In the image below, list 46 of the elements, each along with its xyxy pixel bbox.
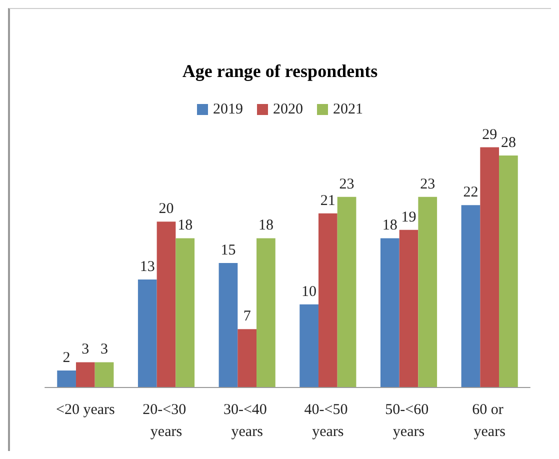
- data-label: 18: [178, 218, 193, 234]
- chart-title: Age range of respondents: [182, 61, 378, 81]
- legend-label: 2019: [213, 102, 243, 118]
- data-label: 13: [140, 259, 155, 276]
- legend-label: 2021: [333, 102, 363, 118]
- bar: [461, 205, 480, 387]
- legend-label: 2020: [273, 102, 303, 118]
- bar: [176, 238, 195, 387]
- bar: [138, 280, 157, 387]
- x-tick-label: 20-<30 years: [142, 402, 190, 440]
- data-label: 21: [320, 192, 336, 209]
- bar: [337, 196, 356, 387]
- data-label: 28: [500, 135, 516, 152]
- x-tick-label: 50-<60 years: [385, 402, 432, 440]
- bar: [418, 196, 438, 387]
- data-label: 23: [420, 176, 436, 192]
- bar: [399, 230, 418, 387]
- x-tick-label: 30-<40 years: [223, 402, 271, 440]
- data-label: 15: [220, 242, 236, 258]
- bar: [218, 263, 238, 387]
- bar: [57, 370, 76, 387]
- bar: [256, 238, 276, 387]
- bar: [499, 156, 518, 387]
- data-label: 7: [243, 308, 252, 325]
- data-label: 23: [339, 176, 354, 192]
- data-label: 3: [100, 342, 108, 358]
- bar: [380, 238, 400, 387]
- data-label: 19: [401, 209, 416, 226]
- data-label: 20: [158, 201, 174, 218]
- bar: [318, 213, 338, 387]
- data-label: 10: [302, 284, 317, 300]
- data-label: 18: [382, 218, 398, 234]
- data-label: 22: [463, 184, 478, 201]
- x-tick-label: 60 or years: [472, 402, 508, 440]
- x-tick-label: <20 years: [56, 402, 116, 418]
- data-label: 3: [82, 342, 90, 358]
- bar: [156, 222, 176, 387]
- data-label: 18: [258, 218, 274, 234]
- data-label: 29: [482, 126, 498, 143]
- bar: [94, 362, 114, 387]
- bar: [480, 147, 500, 387]
- bar: [238, 329, 257, 387]
- x-tick-label: 40-<50 years: [304, 402, 352, 440]
- bar: [76, 362, 95, 387]
- data-label: 2: [62, 350, 70, 366]
- bar: [300, 304, 318, 387]
